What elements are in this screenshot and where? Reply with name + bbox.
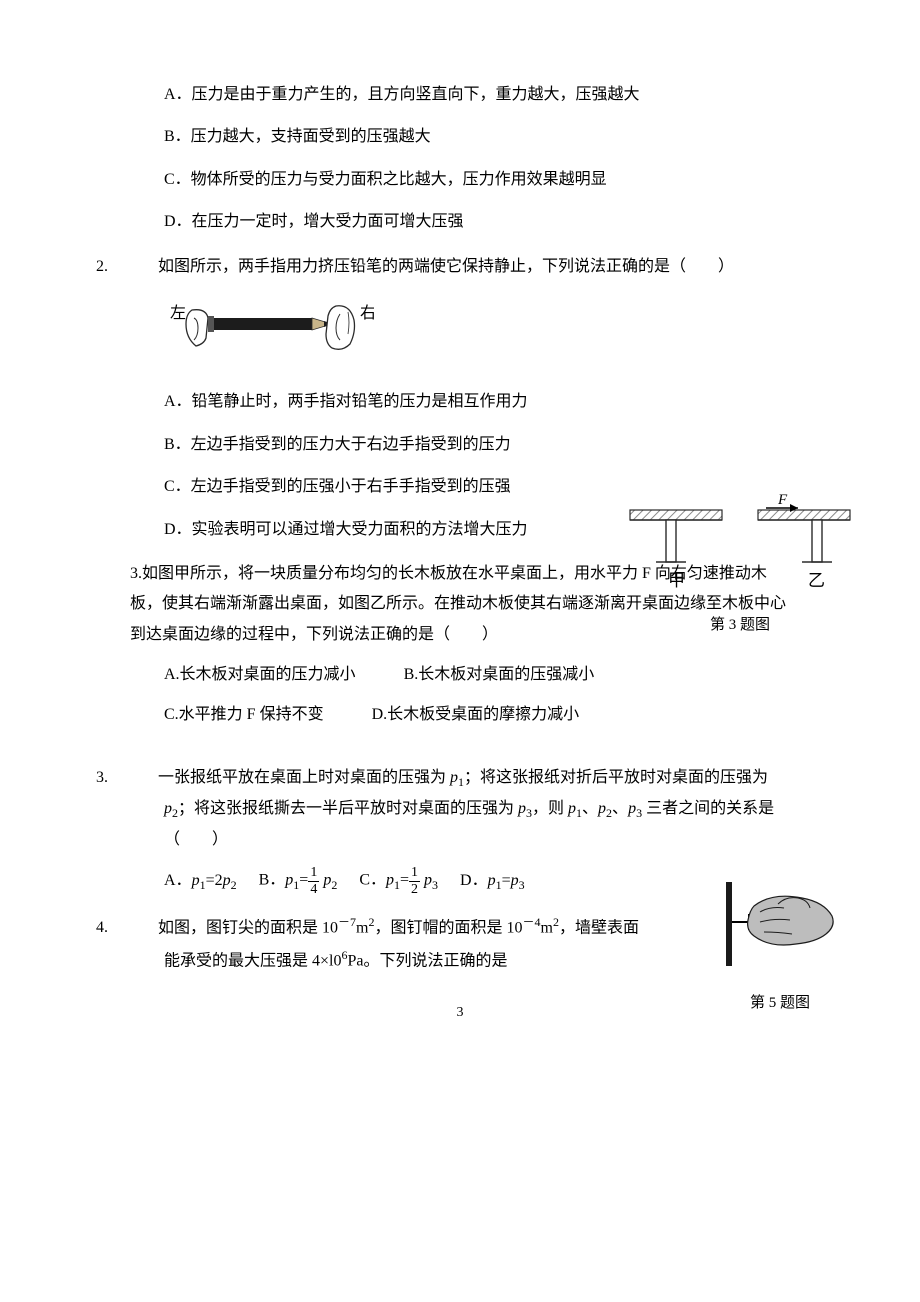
q1-opt-d: D．在压力一定时，增大受力面可增大压强	[164, 207, 790, 237]
q2-opt-a: A．铅笔静止时，两手指对铅笔的压力是相互作用力	[164, 387, 790, 417]
q3b-opt-c: C．p1=12 p3	[359, 865, 438, 897]
q3b-num: 3.	[130, 763, 158, 793]
q3a-opt-d: D.长木板受桌面的摩擦力减小	[372, 706, 580, 723]
q3-fig-yi: 乙	[808, 571, 825, 590]
q3a-opt-b: B.长木板对桌面的压强减小	[404, 666, 595, 683]
q3b-p1: p	[450, 769, 458, 786]
q2-stem-text: 如图所示，两手指用力挤压铅笔的两端使它保持静止，下列说法正确的是（ ）	[158, 258, 734, 275]
q1-opt-c: C．物体所受的压力与受力面积之比越大，压力作用效果越明显	[164, 165, 790, 195]
q1-options: A．压力是由于重力产生的，且方向竖直向下，重力越大，压强越大 B．压力越大，支持…	[130, 80, 790, 238]
q2-opt-b: B．左边手指受到的压力大于右边手指受到的压力	[164, 430, 790, 460]
q3a-num: 3.	[130, 565, 142, 582]
q3b-opt-b: B．p1=14 p2	[259, 865, 338, 897]
q3b-p3: p	[518, 800, 526, 817]
q3b-opt-d: D．p1=p3	[460, 866, 525, 897]
q3b-s4: ，则	[532, 800, 568, 817]
q3a-row1: A.长木板对桌面的压力减小 B.长木板对桌面的压强减小	[164, 660, 790, 690]
q3-fig-jia: 甲	[668, 571, 685, 590]
q2-fig-right-label: 右	[360, 304, 374, 322]
q5-fig-caption: 第 5 题图	[720, 989, 840, 1018]
q3b-opt-a: A．p1=2p2	[164, 866, 237, 897]
q1-opt-b: B．压力越大，支持面受到的压强越大	[164, 122, 790, 152]
q3a-opt-a: A.长木板对桌面的压力减小	[164, 666, 356, 683]
q3b-p2: p	[164, 800, 172, 817]
q3b-s2: ；将这张报纸对折后平放时对桌面的压强为	[464, 769, 768, 786]
q5-figure: 第 5 题图	[720, 878, 840, 1017]
q3b-stem: 3.一张报纸平放在桌面上时对桌面的压强为 p1；将这张报纸对折后平放时对桌面的压…	[130, 763, 790, 855]
q3b: 3.一张报纸平放在桌面上时对桌面的压强为 p1；将这张报纸对折后平放时对桌面的压…	[130, 763, 790, 897]
q2-num: 2.	[130, 252, 158, 282]
q3a-row2: C.水平推力 F 保持不变 D.长木板受桌面的摩擦力减小	[164, 700, 790, 730]
q2-fig-right-txt: 右	[360, 304, 374, 322]
q4-num: 4.	[130, 913, 158, 943]
q3-fig-caption: 第 3 题图	[620, 611, 860, 640]
q2-opt-d: D．实验表明可以通过增大受力面积的方法增大压力	[164, 515, 530, 545]
svg-text:F: F	[777, 492, 788, 508]
q3b-options: A．p1=2p2 B．p1=14 p2 C．p1=12 p3 D．p1=p3	[164, 865, 790, 897]
q3-figure: F 甲 乙 第 3 题图	[620, 490, 860, 639]
q3b-s1: 一张报纸平放在桌面上时对桌面的压强为	[158, 769, 450, 786]
q3a-opt-c: C.水平推力 F 保持不变	[164, 706, 324, 723]
q2-opt-c: C．左边手指受到的压强小于右手手指受到的压强	[164, 472, 530, 502]
q2-stem: 2.如图所示，两手指用力挤压铅笔的两端使它保持静止，下列说法正确的是（ ）	[130, 252, 790, 282]
q2-fig-left-label: 左	[170, 304, 186, 322]
q1-opt-a: A．压力是由于重力产生的，且方向竖直向下，重力越大，压强越大	[164, 80, 790, 110]
q2-figure: 左 右	[164, 292, 790, 373]
q3b-s3: ；将这张报纸撕去一半后平放时对桌面的压强为	[178, 800, 518, 817]
q4-stem: 4.如图，图钉尖的面积是 10－7m2，图钉帽的面积是 10－4m2，墙壁表面能…	[130, 911, 650, 976]
q4: 4.如图，图钉尖的面积是 10－7m2，图钉帽的面积是 10－4m2，墙壁表面能…	[130, 911, 790, 976]
page-number: 3	[130, 1000, 790, 1027]
q2-fig-left-txt: 左	[170, 304, 186, 322]
